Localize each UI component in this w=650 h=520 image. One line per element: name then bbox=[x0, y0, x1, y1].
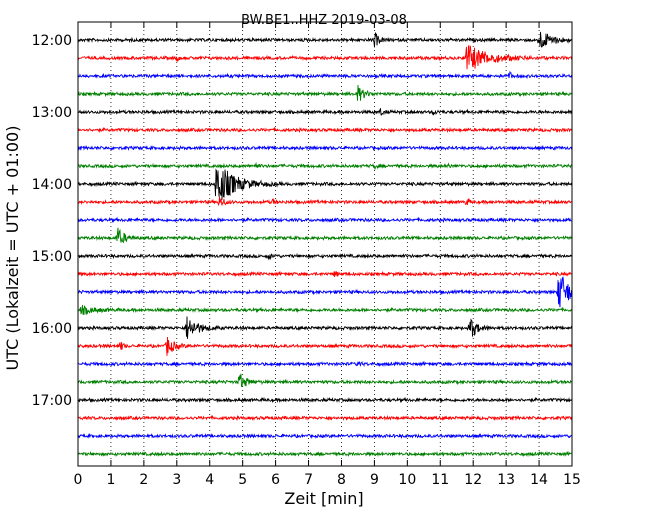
x-tick-label: 11 bbox=[431, 472, 449, 488]
x-tick-label: 3 bbox=[172, 472, 181, 488]
y-tick-label: 16:00 bbox=[32, 321, 72, 337]
x-tick-label: 9 bbox=[370, 472, 379, 488]
chart-title: BW.BE1..HHZ 2019-03-08 bbox=[241, 13, 407, 28]
seismogram-trace bbox=[77, 108, 573, 116]
trace-layer bbox=[77, 31, 573, 458]
seismogram-trace bbox=[77, 168, 573, 200]
seismogram-trace bbox=[77, 31, 573, 48]
seismogram-trace bbox=[77, 161, 573, 170]
x-tick-label: 8 bbox=[337, 472, 346, 488]
seismogram-trace bbox=[77, 373, 573, 387]
x-tick-label: 4 bbox=[205, 472, 214, 488]
x-tick-label: 6 bbox=[271, 472, 280, 488]
seismogram-trace bbox=[77, 144, 573, 152]
tick-layer: 0 1 2 3 4 5 6 7 8 9 10 11 12 13 14 1512:0013:0014:0015:… bbox=[32, 22, 581, 488]
seismogram-trace bbox=[77, 70, 573, 80]
plot-frame bbox=[77, 21, 573, 467]
x-tick-label: 15 bbox=[563, 472, 581, 488]
seismogram-trace bbox=[77, 336, 573, 356]
seismogram-trace bbox=[77, 196, 573, 207]
seismogram-trace bbox=[77, 227, 573, 244]
seismogram-trace bbox=[77, 126, 573, 134]
seismogram-trace bbox=[77, 316, 573, 339]
seismogram-trace bbox=[77, 450, 573, 458]
y-tick-label: 12:00 bbox=[32, 33, 72, 49]
y-axis-label: UTC (Lokalzeit = UTC + 01:00) bbox=[3, 126, 22, 371]
seismogram-trace bbox=[77, 276, 573, 308]
x-tick-label: 13 bbox=[497, 472, 515, 488]
y-tick-label: 13:00 bbox=[32, 105, 72, 121]
seismogram-trace bbox=[77, 270, 573, 278]
seismogram-trace bbox=[77, 84, 573, 101]
x-tick-label: 0 bbox=[74, 472, 83, 488]
x-tick-label: 5 bbox=[238, 472, 247, 488]
y-tick-label: 17:00 bbox=[32, 393, 72, 409]
seismogram-trace bbox=[77, 432, 573, 440]
x-tick-label: 10 bbox=[398, 472, 416, 488]
x-tick-label: 2 bbox=[139, 472, 148, 488]
seismogram-trace bbox=[77, 414, 573, 422]
x-tick-label: 7 bbox=[304, 472, 313, 488]
seismogram-trace bbox=[77, 396, 573, 404]
seismogram-trace bbox=[77, 216, 573, 224]
seismogram-trace bbox=[77, 45, 573, 70]
seismogram-trace bbox=[77, 252, 573, 261]
x-tick-label: 1 bbox=[106, 472, 115, 488]
x-tick-label: 12 bbox=[464, 472, 482, 488]
seismogram-trace bbox=[77, 360, 572, 368]
x-axis-label: Zeit [min] bbox=[284, 489, 363, 508]
y-tick-label: 14:00 bbox=[32, 177, 72, 193]
seismogram-trace bbox=[77, 305, 573, 316]
x-tick-label: 14 bbox=[530, 472, 548, 488]
y-tick-label: 15:00 bbox=[32, 249, 72, 265]
